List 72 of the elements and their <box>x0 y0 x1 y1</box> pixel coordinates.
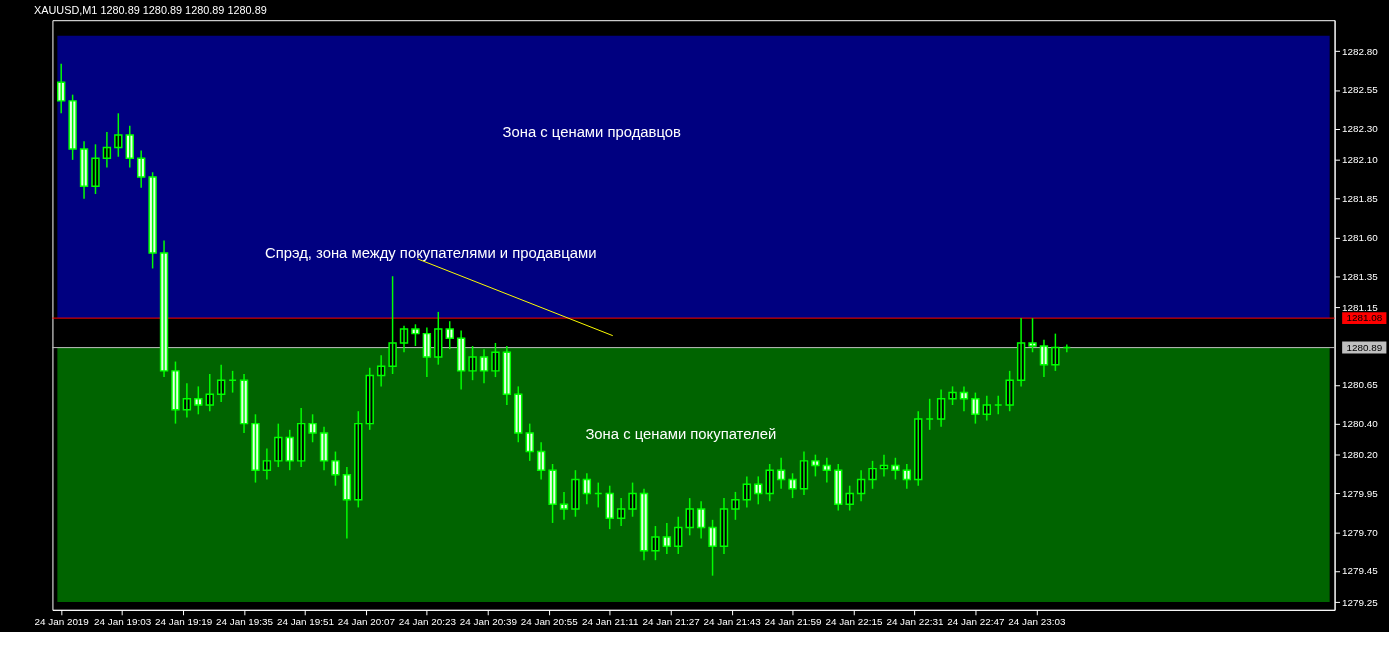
y-tick-label: 1281.15 <box>1342 301 1379 313</box>
band-label: Зона с ценами покупателей <box>585 426 777 443</box>
y-tick-label: 1281.85 <box>1342 193 1379 205</box>
x-tick-label: 24 Jan 19:35 <box>215 616 274 628</box>
y-tick-label: 1282.10 <box>1342 154 1379 166</box>
y-tick-label: 1281.60 <box>1342 231 1379 243</box>
x-tick-label: 24 Jan 2019 <box>34 616 90 628</box>
candlestick <box>868 460 877 490</box>
x-tick-label: 24 Jan 19:19 <box>155 616 213 628</box>
chart-title: XAUUSD,M1 1280.89 1280.89 1280.89 1280.89 <box>33 4 267 17</box>
x-tick-label: 24 Jan 20:23 <box>398 616 457 628</box>
x-tick-label: 24 Jan 23:03 <box>1008 616 1066 628</box>
candlestick <box>114 112 123 158</box>
y-tick-label: 1279.95 <box>1342 487 1379 499</box>
y-tick-label: 1281.35 <box>1342 270 1379 282</box>
candlestick <box>468 345 477 381</box>
candlestick <box>811 453 820 478</box>
x-tick-label: 24 Jan 19:03 <box>94 616 152 628</box>
candlestick <box>1028 317 1037 353</box>
candlestick <box>171 360 180 425</box>
x-tick-label: 24 Jan 22:47 <box>947 616 1005 628</box>
candlestick <box>434 311 443 366</box>
candlestick <box>354 410 363 509</box>
y-tick-label: 1282.80 <box>1342 45 1379 57</box>
y-tick-label: 1280.20 <box>1342 449 1379 461</box>
band-label: Зона с ценами продавцов <box>502 123 682 140</box>
x-tick-label: 24 Jan 21:59 <box>764 616 823 628</box>
candlestick <box>788 472 797 499</box>
x-tick-label: 24 Jan 21:43 <box>703 616 762 628</box>
x-tick-label: 24 Jan 21:27 <box>642 616 700 628</box>
candlestick <box>1005 370 1014 412</box>
candlestick <box>548 463 557 524</box>
x-tick-label: 24 Jan 20:07 <box>337 616 395 628</box>
y-tick-label: 1282.30 <box>1342 123 1379 135</box>
x-tick-label: 24 Jan 20:39 <box>459 616 518 628</box>
x-tick-label: 24 Jan 22:31 <box>886 616 944 628</box>
candlestick <box>411 323 420 347</box>
y-tick-label: 1279.25 <box>1342 596 1379 608</box>
candlestick <box>388 275 397 375</box>
candlestick <box>765 463 774 502</box>
ref-line-label: 1280.89 <box>1346 341 1383 353</box>
candlestick <box>274 422 283 468</box>
candlestick <box>845 484 854 512</box>
candlestick <box>948 385 957 406</box>
candlestick <box>1051 332 1060 372</box>
candlestick <box>571 469 580 518</box>
candlestick <box>91 143 100 195</box>
candlestick <box>331 450 340 487</box>
y-tick-label: 1279.70 <box>1342 526 1379 538</box>
candlestick <box>731 491 740 521</box>
y-tick-label: 1279.45 <box>1342 565 1379 577</box>
candlestick <box>708 519 717 577</box>
candlestick <box>194 385 203 416</box>
x-tick-label: 24 Jan 21:11 <box>582 616 639 628</box>
candlestick <box>148 171 157 270</box>
x-tick-label: 24 Jan 19:51 <box>276 616 335 628</box>
candlestick <box>68 93 77 161</box>
candlestick <box>651 525 660 561</box>
candlestick <box>891 457 900 481</box>
candlestick <box>491 342 500 378</box>
candlestick <box>251 413 260 484</box>
x-tick-label: 24 Jan 20:55 <box>520 616 579 628</box>
annotation: Спрэд, зона между покупателями и продавцами <box>264 245 597 262</box>
candlestick <box>971 391 980 425</box>
y-tick-label: 1280.40 <box>1342 418 1379 430</box>
candlestick <box>685 497 694 537</box>
candlestick <box>628 481 637 518</box>
y-tick-label: 1280.65 <box>1342 379 1379 391</box>
ref-line-label: 1281.08 <box>1346 312 1383 324</box>
y-tick-label: 1282.55 <box>1342 84 1379 96</box>
candlestick <box>308 413 317 443</box>
x-tick-label: 24 Jan 22:15 <box>825 616 884 628</box>
